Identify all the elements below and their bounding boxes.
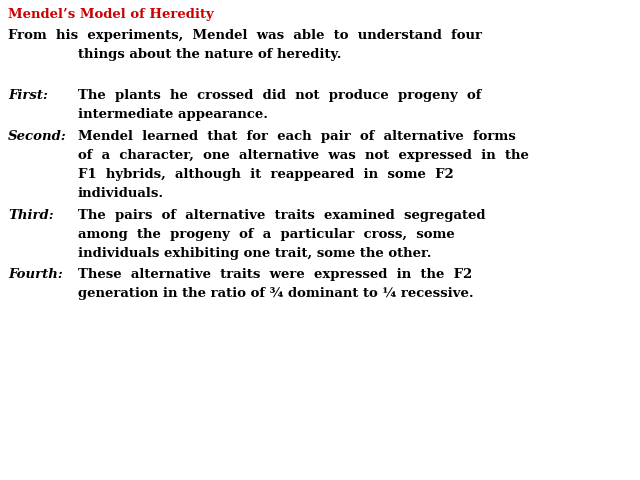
Text: These  alternative  traits  were  expressed  in  the  F2: These alternative traits were expressed … xyxy=(78,268,472,281)
Text: things about the nature of heredity.: things about the nature of heredity. xyxy=(78,48,342,61)
Text: From  his  experiments,  Mendel  was  able  to  understand  four: From his experiments, Mendel was able to… xyxy=(8,29,482,42)
Text: First:: First: xyxy=(8,89,48,102)
Text: Fourth:: Fourth: xyxy=(8,268,63,281)
Text: Mendel  learned  that  for  each  pair  of  alternative  forms: Mendel learned that for each pair of alt… xyxy=(78,130,516,143)
Text: individuals.: individuals. xyxy=(78,187,164,200)
Text: F1  hybrids,  although  it  reappeared  in  some  F2: F1 hybrids, although it reappeared in so… xyxy=(78,168,454,180)
Text: generation in the ratio of ¾ dominant to ¼ recessive.: generation in the ratio of ¾ dominant to… xyxy=(78,288,474,300)
Text: Mendel’s Model of Heredity: Mendel’s Model of Heredity xyxy=(8,8,214,21)
Text: Second:: Second: xyxy=(8,130,67,143)
Text: The  pairs  of  alternative  traits  examined  segregated: The pairs of alternative traits examined… xyxy=(78,208,486,222)
Text: The  plants  he  crossed  did  not  produce  progeny  of: The plants he crossed did not produce pr… xyxy=(78,89,481,102)
Text: intermediate appearance.: intermediate appearance. xyxy=(78,108,268,121)
Text: of  a  character,  one  alternative  was  not  expressed  in  the: of a character, one alternative was not … xyxy=(78,149,529,162)
Text: individuals exhibiting one trait, some the other.: individuals exhibiting one trait, some t… xyxy=(78,247,431,260)
Text: Third:: Third: xyxy=(8,208,54,222)
Text: among  the  progeny  of  a  particular  cross,  some: among the progeny of a particular cross,… xyxy=(78,228,455,240)
